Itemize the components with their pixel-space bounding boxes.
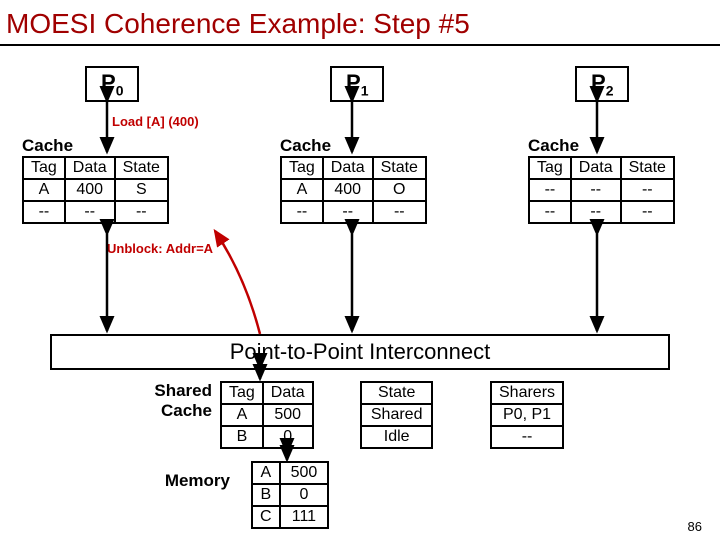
sh-h1: Tag bbox=[221, 382, 263, 404]
cache1-r2c1: -- bbox=[281, 201, 323, 223]
cache0-r2c2: -- bbox=[65, 201, 115, 223]
cache1-r1c1: A bbox=[281, 179, 323, 201]
cache1-r2c3: -- bbox=[373, 201, 426, 223]
cache2-r2c3: -- bbox=[621, 201, 674, 223]
cache0-r1c1: A bbox=[23, 179, 65, 201]
m-r3c1: C bbox=[252, 506, 280, 528]
cache1-h1: Tag bbox=[281, 157, 323, 179]
shared-cache-label: Shared Cache bbox=[142, 381, 212, 421]
sh-h2: Data bbox=[263, 382, 313, 404]
cache1-label: Cache bbox=[280, 136, 331, 156]
cache2-h2: Data bbox=[571, 157, 621, 179]
cache0-h1: Tag bbox=[23, 157, 65, 179]
cache2-r2c1: -- bbox=[529, 201, 571, 223]
cache2-r2c2: -- bbox=[571, 201, 621, 223]
interconnect-box: Point-to-Point Interconnect bbox=[50, 334, 670, 370]
sh-r2c2: 0 bbox=[263, 426, 313, 448]
memory-label: Memory bbox=[155, 471, 230, 491]
cache0-r1c2: 400 bbox=[65, 179, 115, 201]
unblock-label: Unblock: Addr=A bbox=[107, 241, 213, 256]
m-r3c2: 111 bbox=[280, 506, 329, 528]
cache0-r1c3: S bbox=[115, 179, 168, 201]
sh-r1c1: A bbox=[221, 404, 263, 426]
cache1-h2: Data bbox=[323, 157, 373, 179]
cache1-r2c2: -- bbox=[323, 201, 373, 223]
cache2-r1c2: -- bbox=[571, 179, 621, 201]
sh-r2c1: B bbox=[221, 426, 263, 448]
cache0-h2: Data bbox=[65, 157, 115, 179]
slide-title: MOESI Coherence Example: Step #5 bbox=[0, 0, 720, 46]
sh-r2c3: Idle bbox=[361, 426, 432, 448]
arrows-overlay bbox=[0, 46, 720, 540]
shared-cache-label2: Cache bbox=[142, 401, 212, 421]
processor-p0: P0 bbox=[85, 66, 139, 102]
m-r1c1: A bbox=[252, 462, 280, 484]
cache2-table: TagDataState ------ ------ bbox=[528, 156, 675, 224]
p0-sub: 0 bbox=[116, 82, 124, 98]
diagram-canvas: P0 P1 P2 Load [A] (400) Unblock: Addr=A … bbox=[0, 46, 720, 540]
m-r2c2: 0 bbox=[280, 484, 329, 506]
load-label: Load [A] (400) bbox=[112, 114, 199, 129]
p0-label: P bbox=[101, 70, 116, 95]
cache2-r1c3: -- bbox=[621, 179, 674, 201]
cache1-h3: State bbox=[373, 157, 426, 179]
sh-h4: Sharers bbox=[491, 382, 563, 404]
p1-label: P bbox=[346, 70, 361, 95]
m-r2c1: B bbox=[252, 484, 280, 506]
sh-r1c3: Shared bbox=[361, 404, 432, 426]
cache1-r1c3: O bbox=[373, 179, 426, 201]
cache0-label: Cache bbox=[22, 136, 73, 156]
shared-sharers: Sharers P0, P1 -- bbox=[490, 381, 564, 449]
cache2-h1: Tag bbox=[529, 157, 571, 179]
cache2-h3: State bbox=[621, 157, 674, 179]
cache1-table: TagDataState A400O ------ bbox=[280, 156, 427, 224]
cache2-label: Cache bbox=[528, 136, 579, 156]
shared-tag-data: TagData A500 B0 bbox=[220, 381, 314, 449]
sh-r1c4: P0, P1 bbox=[491, 404, 563, 426]
cache0-r2c1: -- bbox=[23, 201, 65, 223]
p2-sub: 2 bbox=[606, 82, 614, 98]
cache0-r2c3: -- bbox=[115, 201, 168, 223]
cache2-r1c1: -- bbox=[529, 179, 571, 201]
m-r1c2: 500 bbox=[280, 462, 329, 484]
cache0-table: TagDataState A400S ------ bbox=[22, 156, 169, 224]
cache0-h3: State bbox=[115, 157, 168, 179]
processor-p2: P2 bbox=[575, 66, 629, 102]
page-number: 86 bbox=[688, 519, 702, 534]
p1-sub: 1 bbox=[361, 82, 369, 98]
sh-h3: State bbox=[361, 382, 432, 404]
cache1-r1c2: 400 bbox=[323, 179, 373, 201]
sh-r1c2: 500 bbox=[263, 404, 313, 426]
sh-r2c4: -- bbox=[491, 426, 563, 448]
shared-state: State Shared Idle bbox=[360, 381, 433, 449]
memory-table: A500 B0 C111 bbox=[251, 461, 329, 529]
p2-label: P bbox=[591, 70, 606, 95]
processor-p1: P1 bbox=[330, 66, 384, 102]
shared-cache-label1: Shared bbox=[142, 381, 212, 401]
